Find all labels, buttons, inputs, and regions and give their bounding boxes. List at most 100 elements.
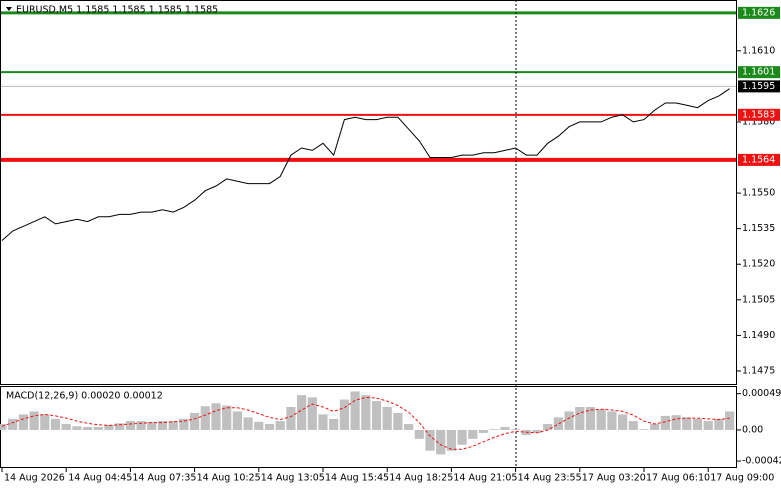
histogram-bar: [393, 412, 403, 430]
histogram-bar: [93, 427, 103, 430]
x-tick-label: 14 Aug 18:25: [389, 473, 453, 484]
y-tick-label: 1.1550: [742, 188, 775, 199]
y-tick-label: 0.00049: [742, 388, 781, 399]
signal-line: [1, 396, 730, 450]
histogram-bar: [350, 391, 360, 430]
current-price-box: [738, 80, 780, 93]
histogram-bar: [275, 421, 285, 430]
histogram-bar: [8, 418, 18, 430]
histogram-bar: [329, 418, 339, 430]
histogram-bar: [564, 411, 574, 430]
histogram-bar: [511, 429, 521, 430]
histogram-bar: [83, 427, 93, 430]
x-tick-label: 14 Aug 21:05: [453, 473, 517, 484]
histogram-bar: [147, 421, 157, 430]
level-label-box: [738, 108, 780, 121]
histogram-bar: [40, 414, 50, 430]
histogram-bar: [607, 411, 617, 430]
x-tick-label: 17 Aug 06:10: [646, 473, 710, 484]
histogram-bar: [628, 421, 638, 430]
histogram-bar: [264, 424, 275, 430]
y-tick-label: 1.1475: [742, 365, 775, 376]
histogram-bar: [382, 407, 392, 430]
histogram-bar: [639, 429, 649, 430]
x-tick-label: 14 Aug 23:55: [518, 473, 582, 484]
histogram-bar: [72, 426, 82, 430]
histogram-bar: [425, 429, 435, 451]
x-tick-label: 14 Aug 15:45: [325, 473, 389, 484]
price-line: [1, 88, 730, 241]
chart-title: EURUSD,M5 1.1585 1.1585 1.1585 1.1585: [16, 5, 218, 16]
histogram-bar: [211, 403, 221, 430]
x-tick-label: 17 Aug 03:20: [582, 473, 646, 484]
histogram-bar: [725, 411, 735, 430]
histogram-bar: [703, 421, 713, 430]
histogram-bar: [254, 421, 264, 430]
x-tick-label: 14 Aug 13:05: [261, 473, 325, 484]
histogram-bar: [115, 423, 125, 430]
histogram-bar: [436, 429, 446, 455]
y-tick-label: 1.1535: [742, 223, 775, 234]
histogram-bar: [104, 424, 114, 430]
histogram-bar: [339, 399, 349, 430]
histogram-bar: [585, 407, 596, 430]
histogram-bar: [50, 418, 61, 430]
histogram-bar: [596, 409, 606, 430]
histogram-bar: [318, 414, 328, 430]
histogram-bar: [468, 429, 478, 439]
histogram-bar: [0, 424, 7, 430]
main-frame: [0, 0, 737, 385]
histogram-bar: [650, 424, 660, 430]
histogram-bar: [532, 429, 542, 433]
histogram-bar: [243, 417, 253, 430]
histogram-bar: [307, 397, 317, 430]
histogram-bar: [457, 429, 467, 445]
histogram-bar: [168, 421, 178, 430]
histogram-bar: [682, 417, 692, 430]
histogram-bar: [222, 405, 232, 430]
histogram-bar: [692, 418, 703, 430]
x-tick-label: 17 Aug 09:00: [710, 473, 774, 484]
histogram-bar: [136, 421, 146, 430]
level-label: 1.1626: [742, 7, 775, 18]
menu-arrow: [6, 7, 12, 11]
histogram-bar: [200, 406, 210, 430]
histogram-bar: [297, 395, 307, 430]
histogram-bar: [61, 424, 71, 430]
main-panel: [0, 11, 737, 162]
histogram-bar: [575, 407, 585, 430]
level-label: 1.1601: [742, 67, 775, 78]
y-tick-label: 1.1505: [742, 294, 775, 305]
histogram-bar: [29, 411, 39, 430]
y-tick-label: -0.00042: [742, 456, 781, 467]
y-tick-label: 1.1490: [742, 330, 775, 341]
x-tick-label: 14 Aug 04:45: [68, 473, 132, 484]
histogram-bar: [543, 424, 553, 430]
histogram-bar: [446, 429, 456, 451]
histogram-bar: [489, 429, 499, 430]
histogram-bar: [671, 415, 681, 430]
histogram-bar: [125, 421, 135, 430]
level-label-box: [738, 6, 780, 19]
histogram-bar: [179, 418, 189, 430]
y-tick-label: 1.1610: [742, 45, 775, 56]
x-tick-label: 14 Aug 07:35: [132, 473, 196, 484]
histogram-bar: [18, 414, 28, 430]
histogram-bar: [361, 395, 371, 430]
level-label-box: [738, 153, 780, 166]
histogram-bar: [414, 429, 424, 439]
level-label: 1.1564: [742, 154, 775, 165]
histogram-bar: [618, 414, 628, 430]
histogram-bar: [190, 412, 200, 430]
histogram-bar: [371, 401, 382, 430]
histogram-bar: [714, 418, 724, 430]
histogram-bar: [553, 417, 563, 430]
x-tick-label: 14 Aug 10:25: [197, 473, 261, 484]
macd-title: MACD(12,26,9) 0.00020 0.00012: [6, 391, 163, 402]
level-label: 1.1583: [742, 109, 775, 120]
histogram-bar: [404, 424, 414, 430]
histogram-bar: [286, 407, 296, 430]
current-price-label: 1.1595: [742, 81, 775, 92]
y-tick-label: 1.1580: [742, 116, 775, 127]
